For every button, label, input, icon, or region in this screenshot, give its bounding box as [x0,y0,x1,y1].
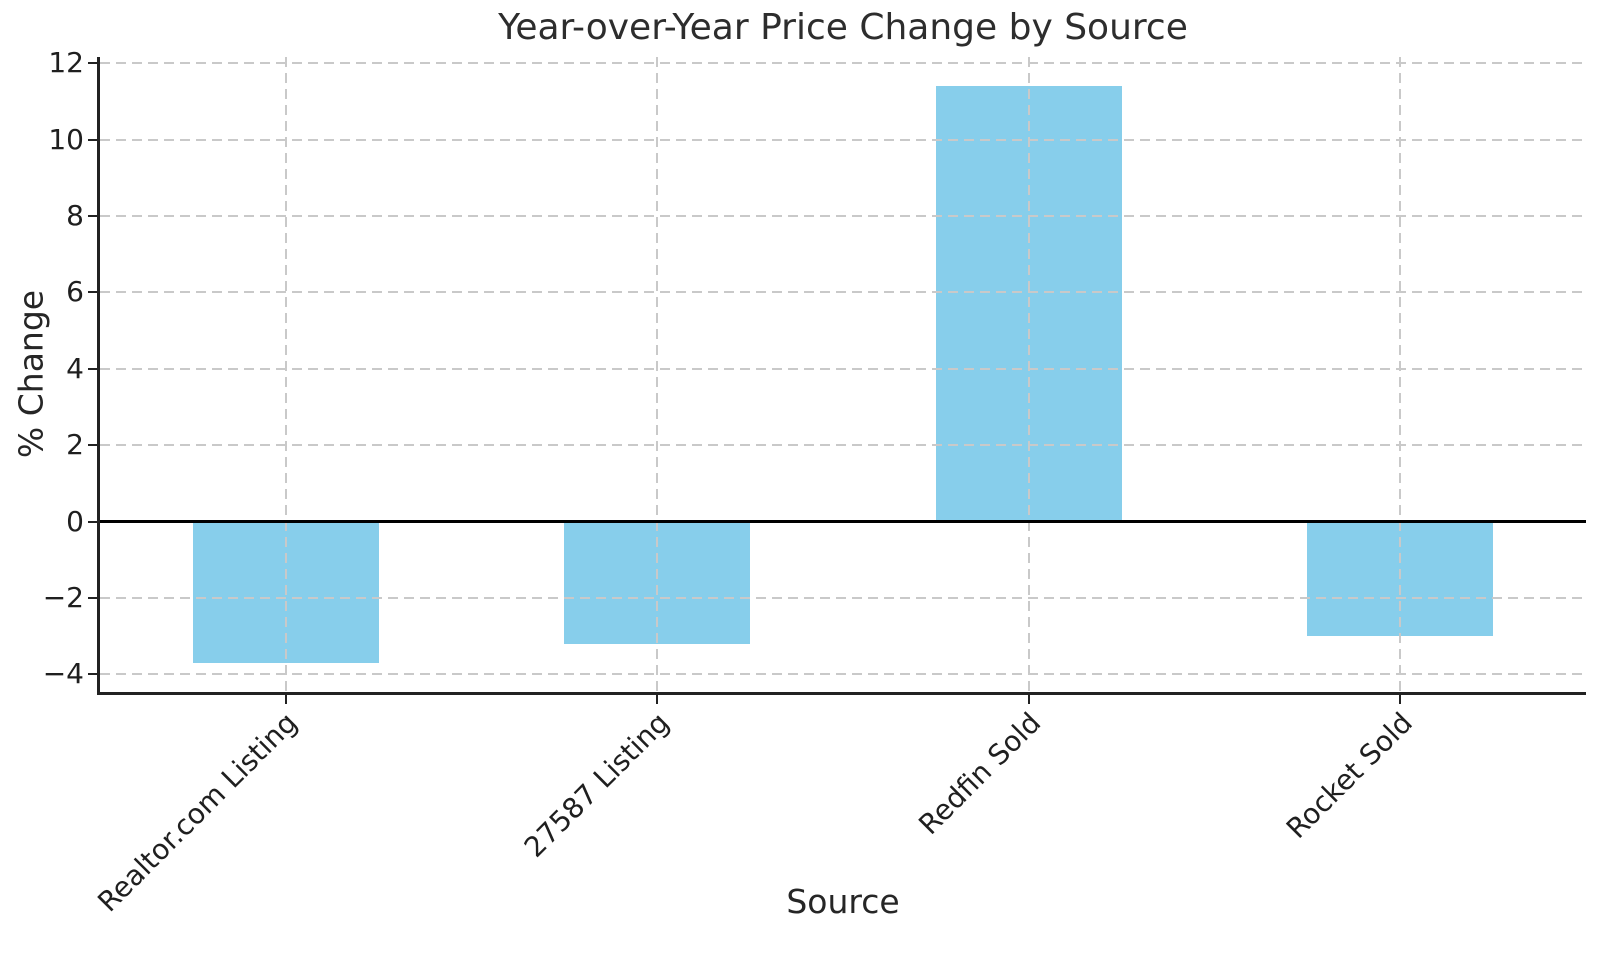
h-gridline [100,138,1586,141]
h-gridline [100,597,1586,599]
v-gridline [1399,57,1402,692]
h-gridline [100,673,1586,676]
x-tick-label: 27587 Listing [517,706,676,864]
y-tick-label: 10 [48,122,84,156]
h-gridline [100,291,1586,294]
chart-title: Year-over-Year Price Change by Source [498,7,1188,48]
y-tick [88,367,98,370]
y-tick [88,597,98,599]
y-tick [88,214,98,217]
left-spine [97,57,100,695]
y-tick [88,291,98,294]
v-gridline [656,57,659,692]
x-tick [1027,695,1030,704]
x-tick-label: Rocket Sold [1279,706,1419,845]
x-tick [656,695,659,704]
x-tick-label: Redfin Sold [912,706,1048,842]
y-tick-label: 8 [66,198,84,232]
y-tick-label: 4 [66,351,84,385]
h-gridline [100,367,1586,370]
x-tick [1399,695,1402,704]
y-tick [88,444,98,447]
y-tick-label: −4 [42,657,84,691]
x-tick [284,695,287,704]
y-tick [88,673,98,676]
h-gridline [100,62,1586,65]
y-tick-label: 6 [66,275,84,309]
y-tick-label: 2 [66,428,84,462]
h-gridline [100,444,1586,447]
h-gridline [100,214,1586,217]
v-gridline [284,57,287,692]
y-tick-label: −2 [42,581,84,614]
y-tick [88,138,98,141]
y-tick-label: 12 [48,46,84,80]
y-tick [88,62,98,65]
y-tick [88,520,98,523]
bottom-spine [97,692,1586,695]
v-gridline [1027,57,1030,692]
plot-area [100,57,1586,692]
x-axis-title: Source [786,882,900,921]
y-tick-label: 0 [66,504,84,538]
zero-line [100,520,1586,524]
